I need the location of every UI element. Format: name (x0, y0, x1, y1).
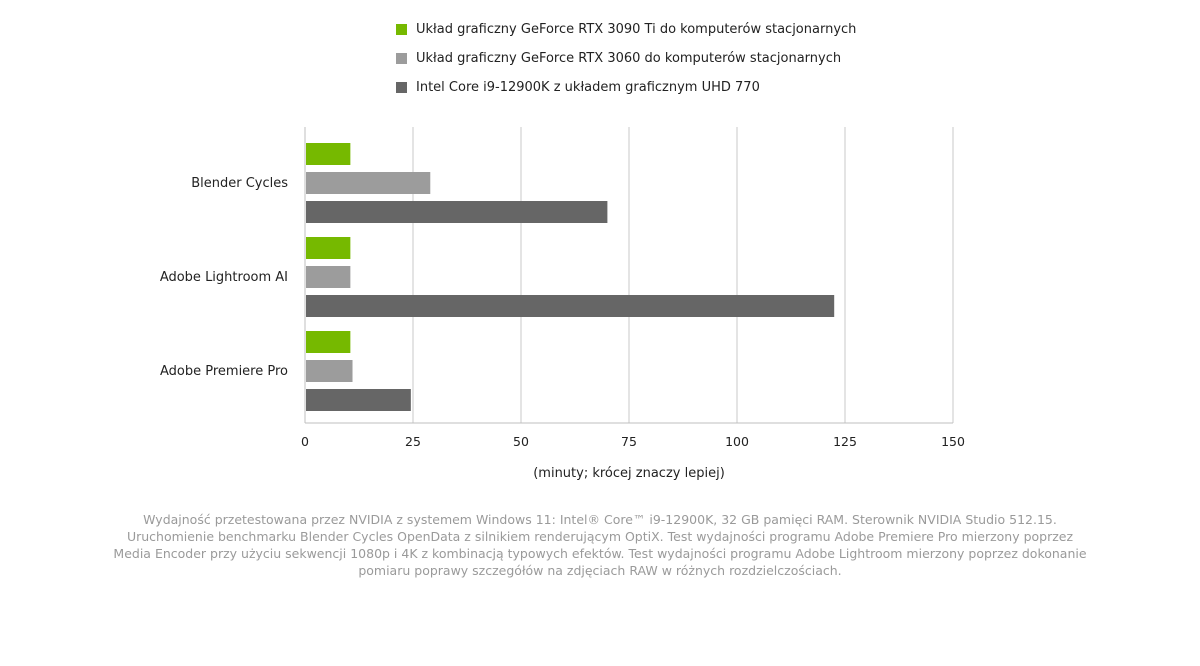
legend-swatch-intel-uhd-770 (396, 82, 407, 93)
x-axis-label: (minuty; krócej znaczy lepiej) (533, 466, 725, 481)
x-tick-label-75: 75 (621, 434, 637, 449)
x-tick-label-100: 100 (725, 434, 749, 449)
bar-blender-cycles-series-1 (306, 143, 351, 165)
x-tick-label-25: 25 (405, 434, 421, 449)
bar-adobe-lightroom-ai-series-3 (306, 295, 835, 317)
x-tick-label-150: 150 (941, 434, 965, 449)
bar-chart: 0 25 50 75 100 125 150 Blender Cycles Adobe Ligh… (160, 127, 965, 481)
x-tick-label-125: 125 (833, 434, 857, 449)
legend-label-rtx-3060: Układ graficzny GeForce RTX 3060 do komp… (416, 51, 842, 66)
bar-adobe-lightroom-ai-series-1 (306, 237, 351, 259)
legend-swatch-rtx-3090-ti (396, 24, 407, 35)
bar-adobe-premiere-pro-series-2 (306, 360, 353, 382)
legend-label-intel-uhd-770: Intel Core i9-12900K z układem graficzny… (416, 80, 760, 95)
category-label-adobe-lightroom-ai: Adobe Lightroom AI (160, 270, 288, 285)
chart-footnote: Wydajność przetestowana przez NVIDIA z s… (113, 512, 1087, 578)
legend-swatch-rtx-3060 (396, 53, 407, 64)
bar-adobe-premiere-pro-series-3 (306, 389, 411, 411)
category-label-blender-cycles: Blender Cycles (191, 176, 288, 191)
legend-label-rtx-3090-ti: Układ graficzny GeForce RTX 3090 Ti do k… (416, 22, 857, 37)
x-tick-label-50: 50 (513, 434, 529, 449)
bar-adobe-lightroom-ai-series-2 (306, 266, 351, 288)
bar-blender-cycles-series-3 (306, 201, 608, 223)
bar-blender-cycles-series-2 (306, 172, 431, 194)
bar-adobe-premiere-pro-series-1 (306, 331, 351, 353)
category-label-adobe-premiere-pro: Adobe Premiere Pro (160, 364, 288, 379)
x-tick-label-0: 0 (301, 434, 309, 449)
